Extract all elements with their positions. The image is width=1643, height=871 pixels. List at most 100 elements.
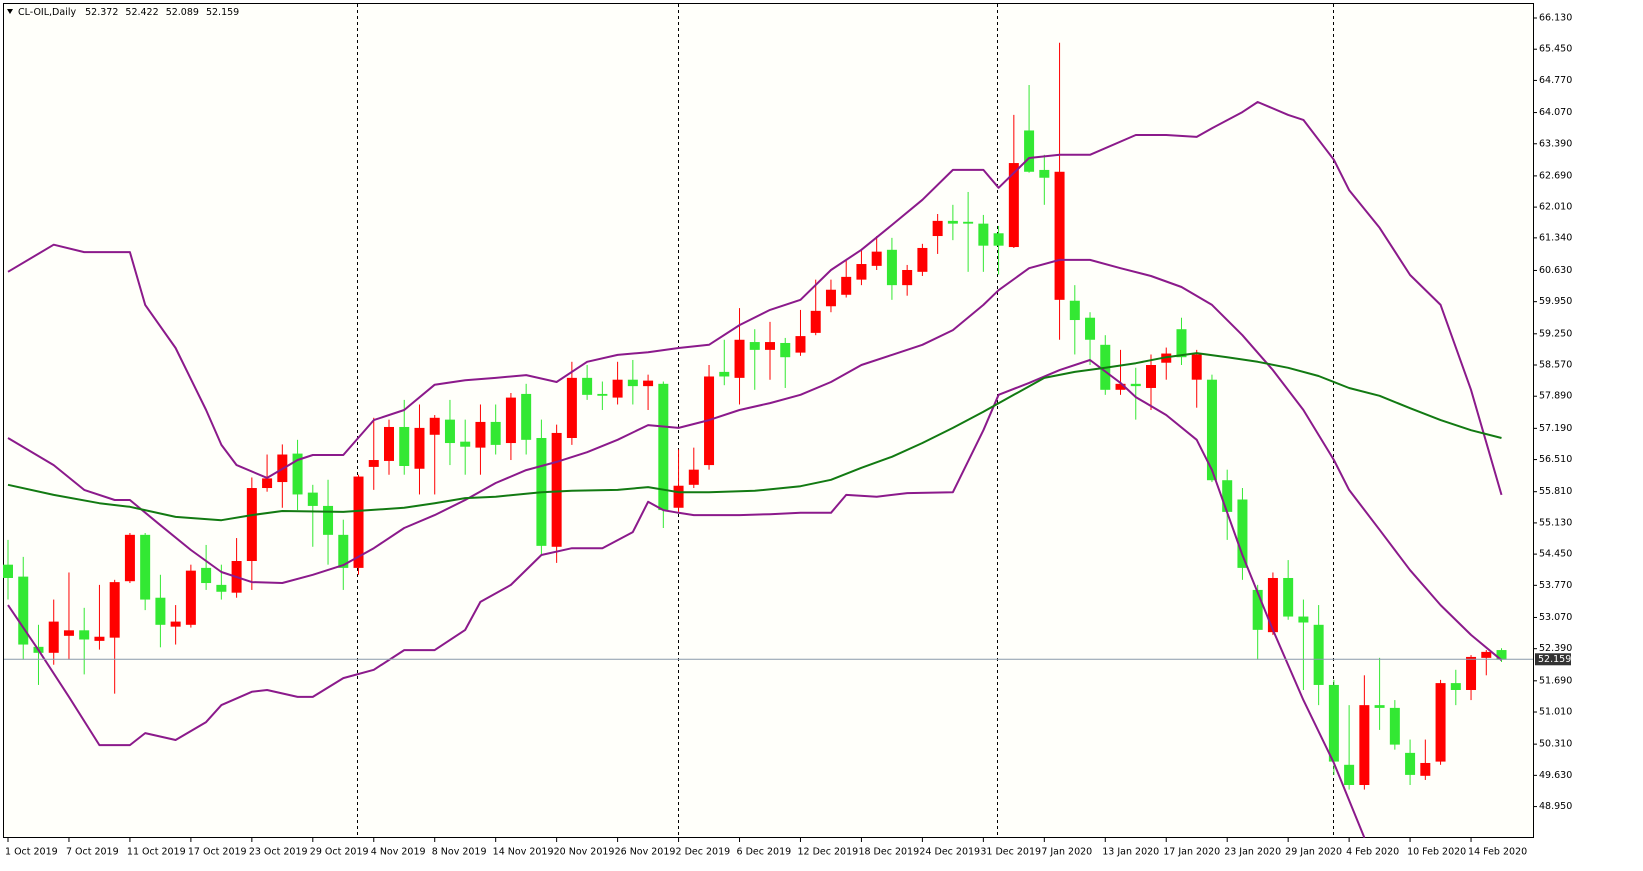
candle-body	[1191, 354, 1202, 380]
y-tick-label: 50.310	[1539, 739, 1572, 750]
candle-body	[1405, 752, 1416, 775]
y-tick-label: 64.070	[1539, 107, 1572, 118]
x-tick-label: 4 Nov 2019	[371, 847, 426, 858]
candle-body	[1252, 589, 1263, 630]
candle-body	[1450, 683, 1461, 690]
y-tick-label: 53.770	[1539, 580, 1572, 591]
candle-body	[810, 310, 821, 333]
x-tick-label: 7 Jan 2020	[1041, 847, 1092, 858]
candle-body	[566, 377, 577, 438]
candle-body	[109, 582, 120, 638]
x-tick-label: 24 Dec 2019	[919, 847, 980, 858]
x-tick-label: 20 Nov 2019	[554, 847, 615, 858]
header-arrow	[7, 9, 13, 14]
candle-body	[1146, 365, 1156, 388]
y-tick-label: 54.450	[1539, 549, 1572, 560]
candle-body	[1039, 169, 1050, 178]
candle-body	[3, 564, 13, 578]
candle-body	[871, 251, 882, 266]
x-tick-label: 29 Jan 2020	[1285, 847, 1342, 858]
candle-body	[856, 264, 867, 280]
candle-body	[444, 419, 455, 444]
y-tick-label: 64.770	[1539, 75, 1572, 86]
candle-body	[1328, 684, 1339, 762]
y-tick-label: 55.130	[1539, 517, 1572, 528]
candle-body	[140, 534, 151, 600]
current-price-label: 52.159	[1538, 654, 1571, 665]
indicator-line	[7, 258, 1503, 661]
y-tick-label: 62.010	[1539, 202, 1572, 213]
x-tick-label: 17 Jan 2020	[1163, 847, 1220, 858]
candle-body	[947, 220, 958, 224]
y-tick-label: 58.570	[1539, 360, 1572, 371]
candle-body	[765, 342, 775, 350]
candle-body	[978, 223, 989, 246]
candle-body	[688, 469, 699, 485]
candle-body	[643, 380, 654, 387]
candle-body	[673, 485, 684, 508]
chart-title: CL-OIL,Daily	[18, 7, 76, 18]
candle-body	[1024, 130, 1035, 172]
candle-body	[475, 421, 486, 448]
y-tick-label: 51.010	[1539, 707, 1572, 718]
y-tick-label: 52.390	[1539, 643, 1572, 654]
candle-body	[307, 492, 318, 506]
candle-body	[612, 379, 623, 398]
candle-body	[1435, 683, 1446, 762]
x-tick-label: 13 Jan 2020	[1102, 847, 1159, 858]
y-tick-label: 53.070	[1539, 612, 1572, 623]
y-tick-label: 66.130	[1539, 13, 1572, 24]
y-tick-label: 49.630	[1539, 770, 1572, 781]
indicator-line	[7, 352, 1502, 522]
candle-body	[505, 397, 516, 444]
candle-body	[368, 460, 379, 467]
candle-body	[1008, 163, 1019, 248]
y-tick-label: 51.690	[1539, 675, 1572, 686]
y-tick-label: 65.450	[1539, 44, 1572, 55]
candle-body	[734, 339, 745, 378]
candle-body	[1237, 499, 1248, 568]
current-price-box	[1535, 653, 1571, 666]
candle-body	[582, 377, 593, 395]
candle-body	[170, 621, 181, 627]
candle-body	[1283, 577, 1294, 617]
candle-body	[94, 636, 105, 641]
candle-body	[1481, 651, 1492, 658]
candle-body	[384, 426, 394, 461]
candle-body	[460, 441, 471, 447]
candle-body	[1085, 317, 1096, 340]
indicator-line	[7, 359, 1366, 839]
candle-body	[338, 534, 349, 568]
candle-body	[63, 630, 74, 636]
candle-body	[932, 220, 943, 237]
candle-body	[825, 289, 836, 307]
candle-body	[1069, 300, 1080, 321]
header-high: 52.422	[125, 7, 158, 18]
candle-body	[201, 567, 212, 584]
candle-body	[841, 276, 852, 295]
x-tick-label: 4 Feb 2020	[1346, 847, 1399, 858]
candle-body	[323, 505, 334, 535]
x-tick-label: 17 Oct 2019	[188, 847, 247, 858]
x-tick-label: 12 Dec 2019	[797, 847, 858, 858]
candle-body	[1496, 650, 1507, 660]
candle-body	[1054, 171, 1065, 300]
candle-body	[1313, 624, 1324, 685]
candle-body	[48, 621, 59, 653]
x-tick-label: 14 Feb 2020	[1468, 847, 1527, 858]
candle-body	[1466, 656, 1477, 690]
x-tick-label: 23 Oct 2019	[249, 847, 308, 858]
candle-body	[1420, 762, 1431, 776]
period-separators	[357, 4, 1334, 837]
y-tick-label: 61.340	[1539, 232, 1572, 243]
candle-body	[246, 488, 257, 562]
candle-body	[490, 421, 501, 445]
candle-body	[1115, 383, 1126, 390]
candle-body	[719, 371, 730, 377]
y-tick-label: 48.950	[1539, 801, 1572, 812]
candle-body	[658, 383, 669, 511]
x-tick-label: 23 Jan 2020	[1224, 847, 1281, 858]
candle-body	[1298, 616, 1309, 623]
candle-body	[627, 379, 638, 387]
